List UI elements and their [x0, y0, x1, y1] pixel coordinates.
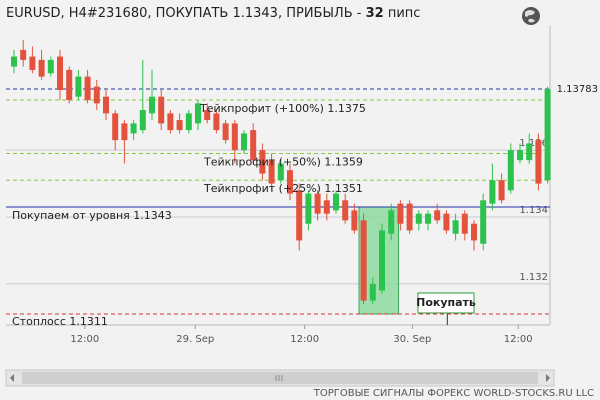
x-tick-label: 12:00 [290, 334, 319, 345]
candle-body [287, 170, 293, 194]
globe-icon[interactable] [522, 7, 540, 25]
candle-body [323, 200, 330, 214]
candle-body [489, 180, 496, 204]
title-text: EURUSD, H4#231680, ПОКУПАТЬ 1.1343, ПРИБ… [6, 6, 362, 21]
candle-body [268, 160, 275, 184]
candle-body [213, 113, 220, 131]
footer: ТОРГОВЫЕ СИГНАЛЫ ФОРЕКС WORLD-STOCKS.RU … [313, 388, 594, 399]
candle-body [112, 113, 119, 141]
candle-body [84, 76, 91, 101]
candle-body [480, 200, 487, 244]
candle-body [452, 220, 459, 234]
candle-body [471, 223, 477, 241]
candle-body [333, 193, 339, 211]
candle-body [296, 190, 303, 241]
candle-body [517, 150, 523, 161]
candle-body [241, 133, 247, 151]
chart-title: EURUSD, H4#231680, ПОКУПАТЬ 1.1343, ПРИБ… [6, 6, 420, 21]
candle-body [379, 230, 385, 291]
take-profit-label: Тейкпрофит (+25%) 1.1351 [203, 182, 363, 195]
y-tick-label: 1.136 [519, 138, 548, 149]
candle-body [305, 193, 312, 224]
candle-body [507, 150, 514, 191]
candle-body [369, 283, 376, 301]
candle-body [544, 88, 551, 181]
stop-loss-label: Стоплосс 1.1311 [12, 315, 108, 328]
candle-body [185, 113, 192, 131]
candle-body [103, 96, 109, 114]
candle-body [434, 210, 441, 221]
candle-body [342, 200, 349, 221]
y-tick-label: 1.134 [519, 205, 548, 216]
candle-body [130, 123, 137, 134]
candle-body [314, 193, 321, 214]
candle-body [535, 140, 542, 184]
x-tick-label: 12:00 [504, 334, 533, 345]
pips-unit: пипс [388, 6, 421, 21]
profit-pips: 32 [366, 6, 384, 21]
candle-body [57, 56, 63, 90]
candle-body [498, 180, 505, 201]
candle-body [277, 163, 284, 181]
x-tick-label: 29. Sep [176, 334, 214, 345]
candle-body [29, 56, 36, 70]
candle-body [75, 76, 82, 97]
candle-body [259, 150, 266, 174]
candle-body [351, 210, 358, 231]
candle-body [526, 143, 533, 161]
candle-body [222, 123, 229, 141]
x-tick-label: 30. Sep [393, 334, 431, 345]
candle-body [167, 113, 174, 131]
globe-land[interactable] [525, 10, 535, 23]
candle-body [388, 210, 395, 234]
scrollbar-thumb[interactable] [22, 372, 538, 384]
candle-body [20, 49, 27, 60]
entry-label: Покупаем от уровня 1.1343 [12, 209, 172, 222]
candle-body [425, 213, 431, 224]
candle-body [47, 59, 54, 74]
plot: 1.132 1.134 1.136 12:00 29. Sep 12:00 30. Sep 1… [6, 25, 598, 345]
candle-body [139, 110, 146, 131]
candle-body [461, 213, 468, 234]
y-tick-label: 1.132 [519, 272, 548, 283]
candle-body [93, 86, 100, 104]
candle-body [415, 213, 422, 224]
candle-body [360, 220, 367, 301]
candle-body [149, 96, 155, 114]
x-tick-label: 12:00 [70, 334, 99, 345]
scroll-grip [275, 375, 283, 381]
buy-button-label: Покупать [416, 296, 476, 309]
candle-body [158, 96, 165, 124]
candle-body [11, 56, 17, 67]
candle-body [250, 130, 257, 161]
current-price-label: 1.13783 [557, 84, 598, 95]
candle-body [195, 103, 201, 124]
candle-body [397, 203, 404, 224]
candle-body [176, 120, 183, 131]
buy-button[interactable] [417, 292, 475, 314]
candle-body [231, 123, 238, 151]
candle-body [121, 123, 128, 141]
candle-body [66, 69, 73, 101]
candle-body [406, 203, 413, 231]
take-profit-label: Тейкпрофит (+50%) 1.1359 [203, 155, 363, 168]
candle-body [443, 213, 450, 231]
candle-body [38, 59, 45, 77]
candle-body [204, 110, 211, 121]
take-profit-label: Тейкпрофит (+100%) 1.1375 [199, 102, 366, 115]
